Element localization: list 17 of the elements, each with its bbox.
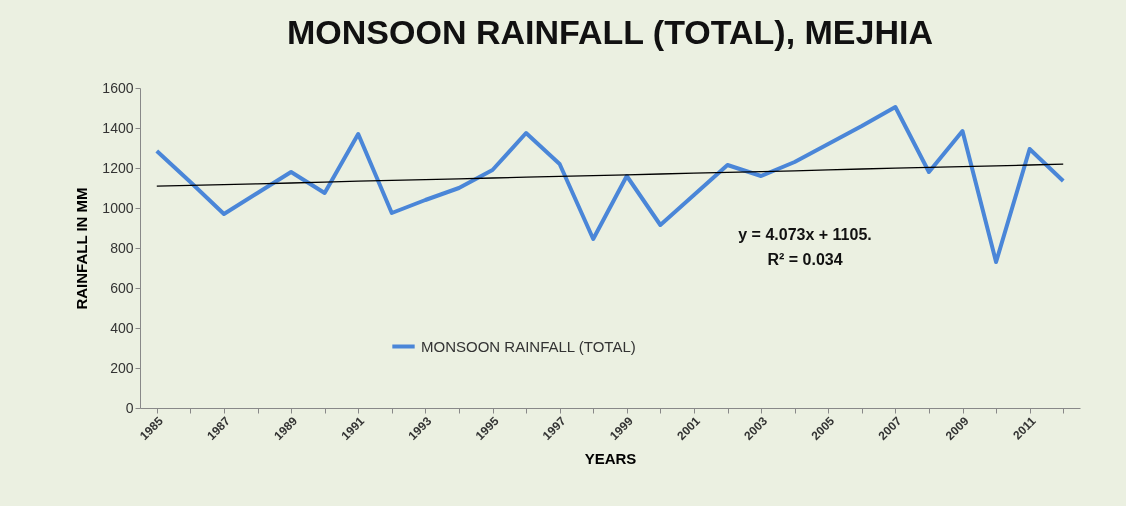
legend-label: MONSOON RAINFALL (TOTAL) — [421, 337, 636, 355]
y-tick-label: 1200 — [102, 159, 134, 176]
y-tick-label: 1000 — [102, 199, 134, 216]
y-tick-label: 600 — [110, 279, 134, 296]
x-axis-title: YEARS — [584, 450, 637, 468]
y-tick-label: 0 — [125, 399, 134, 416]
y-axis-title: RAINFALL IN MM — [73, 187, 91, 310]
line-series — [154, 105, 1066, 264]
y-tick-label: 200 — [110, 359, 134, 376]
y-tick-label: 800 — [110, 239, 134, 256]
annotation: y = 4.073x + 1105. — [738, 226, 872, 243]
chart-title: MONSOON RAINFALL (TOTAL), MEJHIA — [287, 13, 933, 51]
annotation: R² = 0.034 — [767, 251, 843, 268]
y-tick-label: 400 — [110, 319, 134, 336]
y-tick-label: 1600 — [102, 79, 134, 96]
line-series — [156, 163, 1064, 187]
y-tick-label: 1400 — [102, 119, 134, 136]
